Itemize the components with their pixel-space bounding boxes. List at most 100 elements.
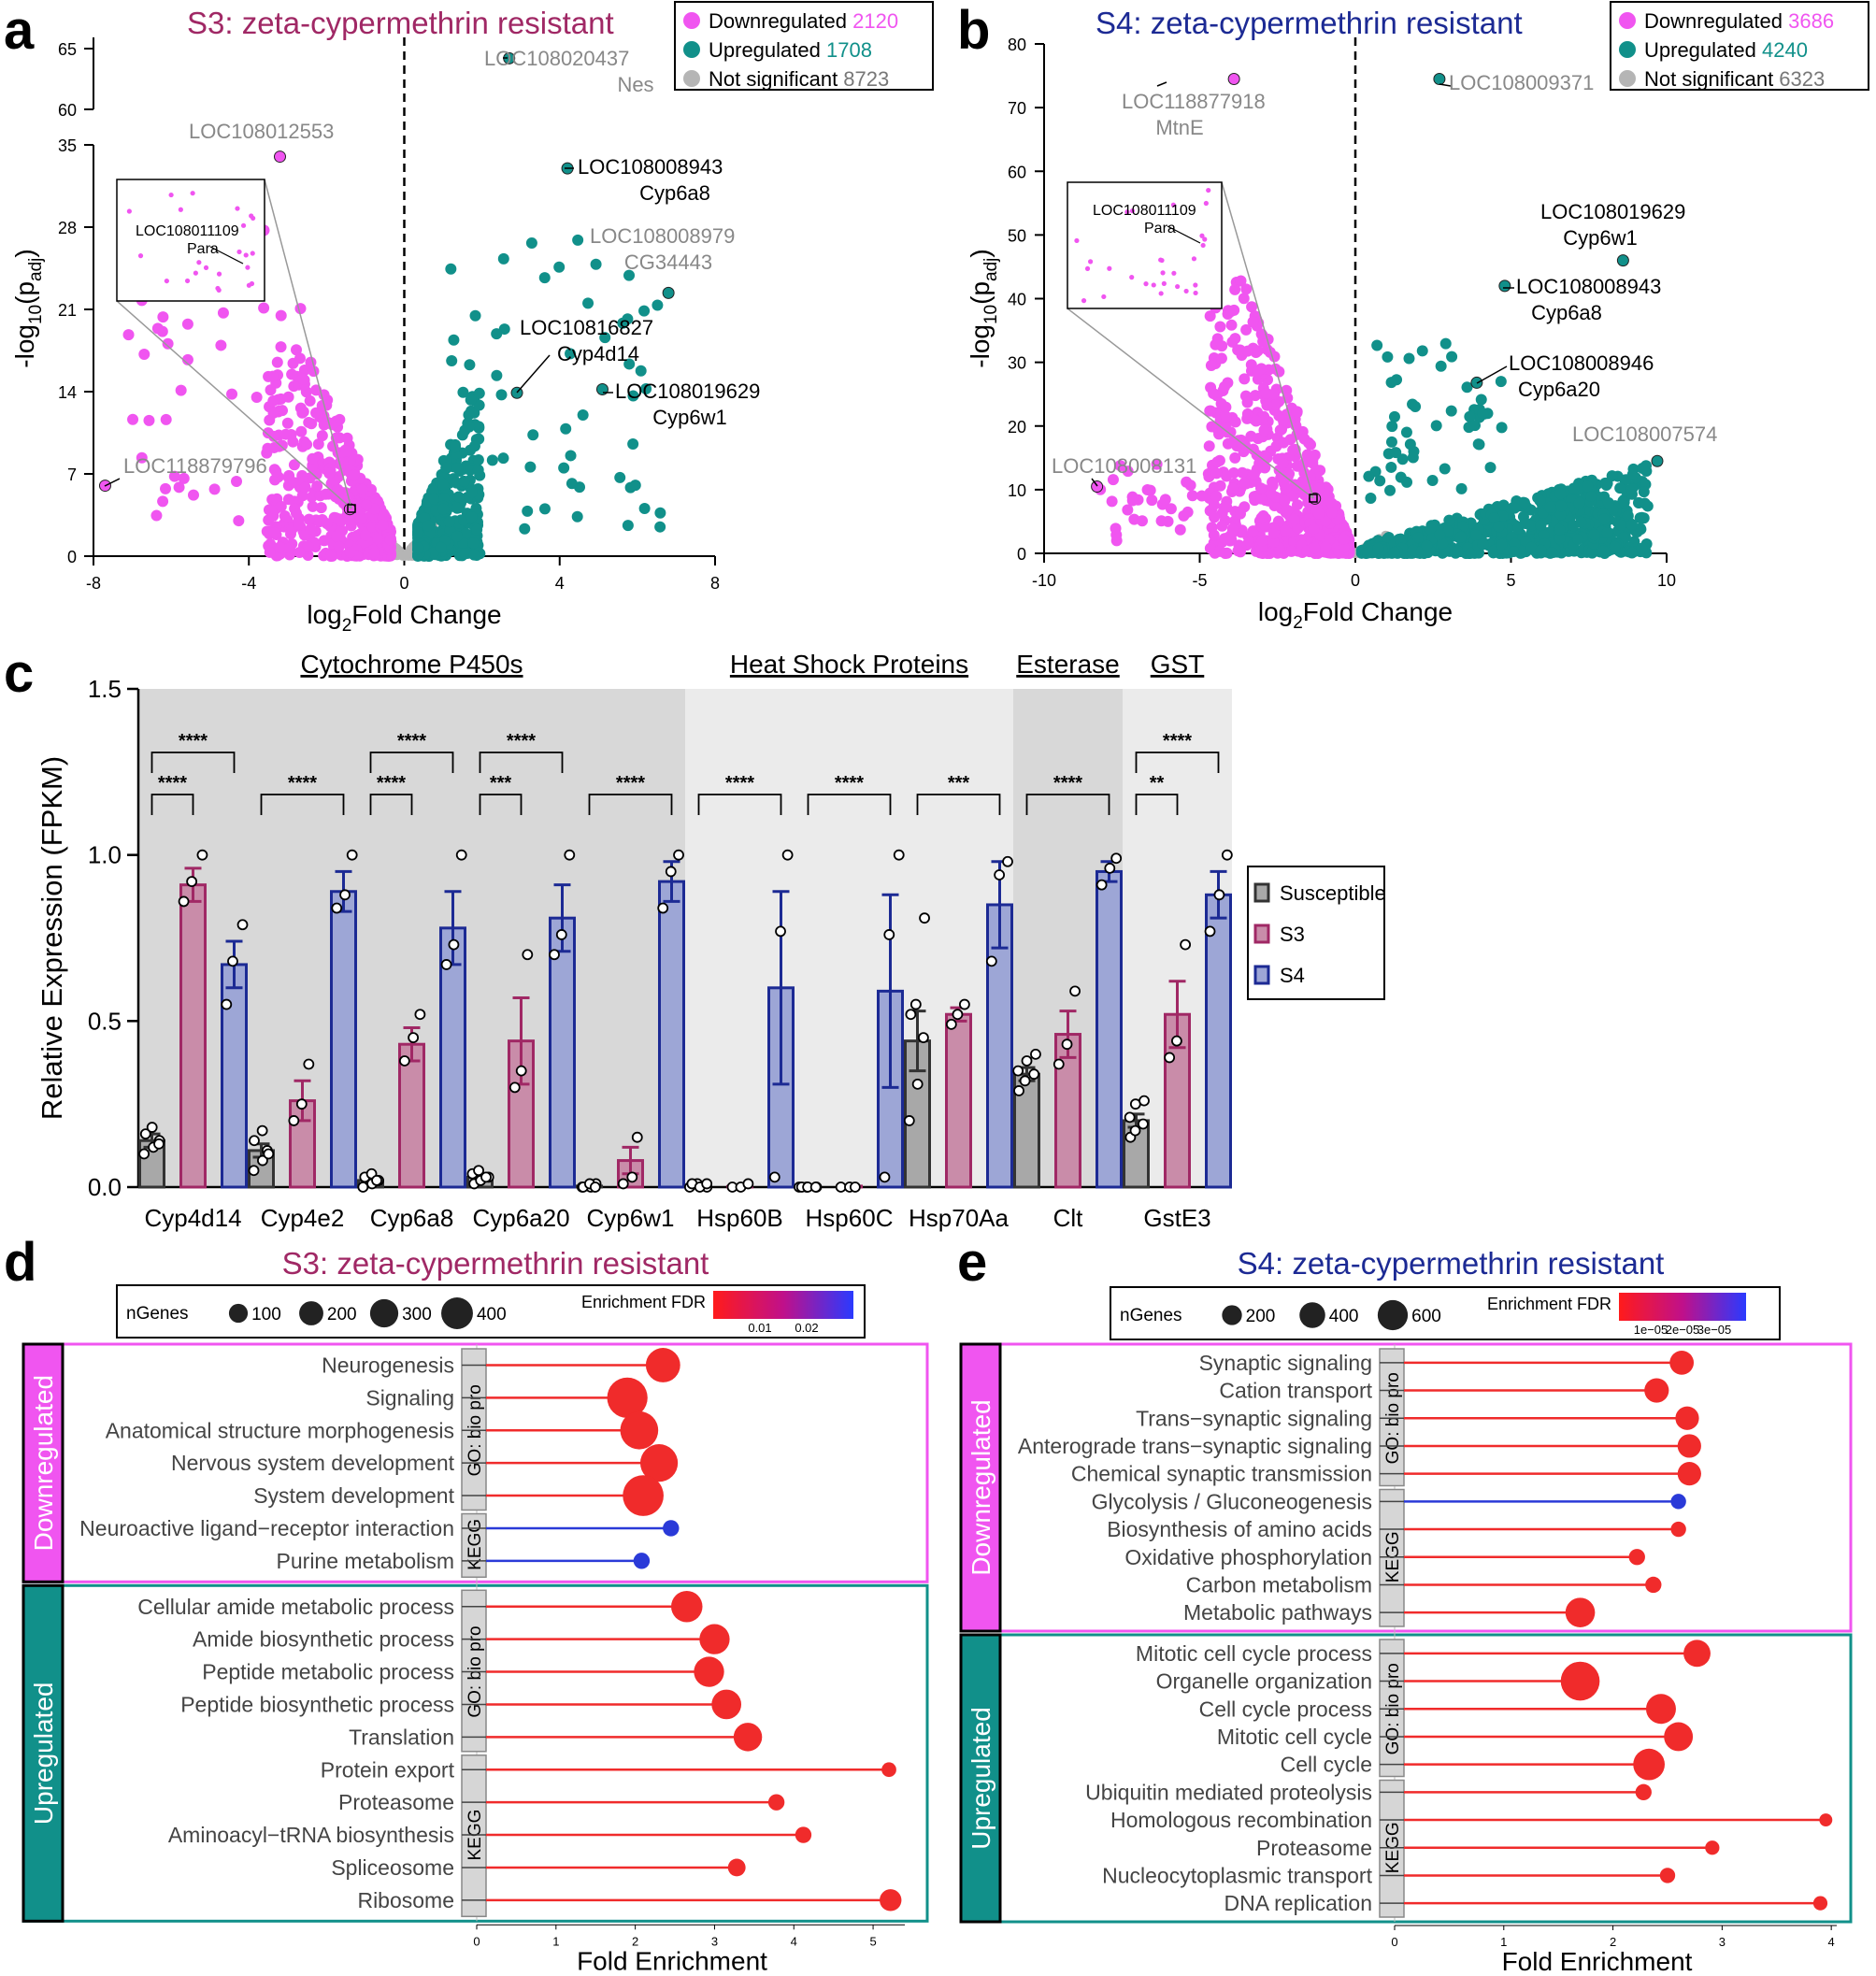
inset-point xyxy=(1199,233,1205,238)
point-down xyxy=(372,533,384,545)
up-term-label: Cellular amide metabolic process xyxy=(137,1595,454,1619)
point-up xyxy=(495,389,508,401)
point-down xyxy=(1279,495,1291,508)
inset-point xyxy=(245,265,251,270)
point-up xyxy=(451,463,464,475)
point-down xyxy=(1235,508,1247,520)
size-legend-label: 200 xyxy=(327,1305,357,1324)
y-tick-label: 28 xyxy=(58,219,77,237)
source-band-kegg xyxy=(461,1512,487,1579)
significance-label: **** xyxy=(377,773,406,794)
color-legend-tick: 1e−05 xyxy=(1634,1323,1668,1337)
point-up xyxy=(427,484,439,496)
inset-point xyxy=(1193,282,1198,288)
legend-label: S4 xyxy=(1280,964,1305,987)
significance-bracket xyxy=(479,794,523,815)
replicate-point xyxy=(742,1178,754,1190)
point-down xyxy=(1203,440,1215,452)
replicate-point xyxy=(958,998,970,1010)
point-down xyxy=(316,430,328,442)
point-up xyxy=(1568,482,1580,494)
source-band-kegg xyxy=(1379,1488,1405,1627)
down-point xyxy=(1565,1597,1596,1627)
point-down xyxy=(275,500,287,512)
point-down xyxy=(299,481,311,494)
down-point xyxy=(633,1553,651,1569)
point-up xyxy=(1602,496,1614,508)
down-term-label: Nervous system development xyxy=(171,1451,455,1475)
inset-point xyxy=(164,278,169,284)
inset-point xyxy=(250,251,255,256)
significance-label: **** xyxy=(616,773,645,794)
annotation-label: LOC108007574 xyxy=(1572,422,1717,446)
group-label: Heat Shock Proteins xyxy=(730,650,968,679)
point-down xyxy=(1126,491,1138,503)
up-point xyxy=(1812,1896,1828,1911)
replicate-point xyxy=(555,929,567,940)
point-up xyxy=(640,383,652,395)
point-up xyxy=(1622,509,1634,522)
upregulated-side-label-box xyxy=(959,1633,1002,1924)
point-up xyxy=(467,537,480,550)
point-down xyxy=(332,483,344,495)
point-down xyxy=(297,373,309,385)
replicate-point xyxy=(911,1078,924,1090)
replicate-point xyxy=(1104,862,1116,874)
replicate-point xyxy=(357,1181,369,1193)
annotation-label: LOC118879796 xyxy=(123,454,267,478)
point-up xyxy=(1554,488,1567,500)
point-down xyxy=(138,349,150,361)
point-up xyxy=(1388,547,1400,559)
replicate-point xyxy=(288,1115,300,1126)
point-down xyxy=(1227,436,1239,448)
point-up xyxy=(437,480,450,492)
group-label: Cytochrome P450s xyxy=(300,650,523,679)
point-up xyxy=(1472,438,1484,451)
point-down xyxy=(288,459,300,471)
point-down xyxy=(295,425,308,437)
point-up xyxy=(1508,546,1520,558)
up-term-label: Proteasome xyxy=(1256,1836,1372,1860)
point-up xyxy=(1388,410,1400,422)
point-down xyxy=(1110,523,1122,535)
inset-point xyxy=(1129,208,1136,214)
significance-label: **** xyxy=(725,773,754,794)
x-tick-label: -8 xyxy=(86,574,101,593)
y-axis-label-part: ) xyxy=(966,249,995,257)
significance-label: *** xyxy=(490,773,512,794)
point-up xyxy=(1421,539,1433,551)
down-term-label: Trans−synaptic signaling xyxy=(1136,1406,1372,1430)
color-legend-title: Enrichment FDR xyxy=(1487,1295,1611,1313)
replicate-point xyxy=(905,1009,917,1021)
point-up xyxy=(525,236,537,249)
up-point xyxy=(1819,1813,1833,1827)
replicate-point xyxy=(331,902,343,914)
replicate-point xyxy=(1110,852,1123,865)
point-down xyxy=(318,419,330,431)
up-point xyxy=(880,1889,902,1912)
annotation-sublabel: Cyp6w1 xyxy=(652,406,726,429)
point-up xyxy=(451,502,464,514)
point-down xyxy=(268,441,280,453)
point-up xyxy=(451,530,464,542)
point-up xyxy=(1601,527,1613,539)
replicate-point xyxy=(227,955,238,967)
down-point xyxy=(1677,1434,1701,1458)
inset-point xyxy=(1158,291,1164,296)
point-down xyxy=(157,495,169,508)
annotation-label: LOC108009371 xyxy=(1449,71,1594,94)
point-up xyxy=(1497,499,1510,511)
point-up xyxy=(1363,470,1375,482)
up-point xyxy=(795,1826,812,1843)
replicate-point xyxy=(1013,1085,1024,1096)
down-term-label: Chemical synaptic transmission xyxy=(1071,1462,1372,1486)
point-down xyxy=(1210,491,1223,503)
highlight-point xyxy=(1433,72,1446,85)
point-down xyxy=(268,526,280,538)
point-up xyxy=(1518,496,1530,508)
point-down xyxy=(305,356,317,368)
point-up xyxy=(422,520,434,532)
point-down xyxy=(258,302,270,314)
annotation-label: LOC118877918 xyxy=(1122,90,1266,113)
up-point xyxy=(1664,1722,1694,1752)
